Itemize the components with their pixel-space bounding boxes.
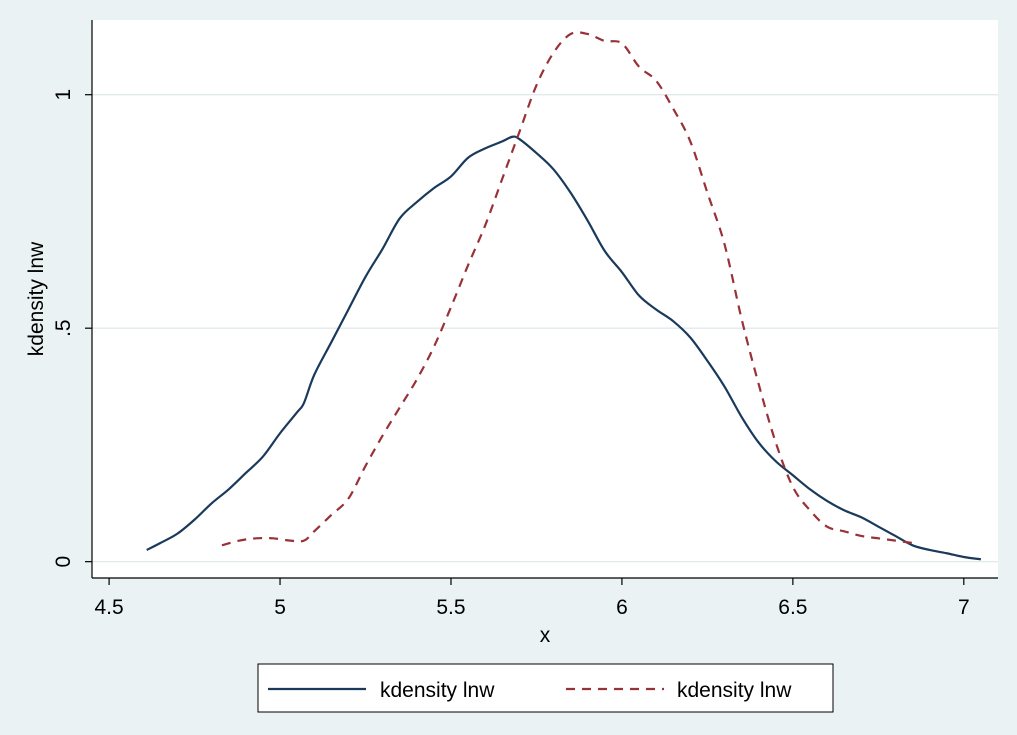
x-tick-label-4: 6.5	[778, 596, 807, 619]
grid-lines	[92, 94, 998, 563]
series-layer	[146, 31, 982, 561]
x-tick-label-5: 7	[958, 596, 970, 619]
series-line-1	[146, 135, 982, 561]
x-tick-label-0: 4.5	[94, 596, 123, 619]
y-tick-label-1: .5	[52, 319, 75, 337]
x-tick-label-3: 6	[616, 596, 628, 619]
legend-label-series1: kdensity lnw	[380, 679, 495, 702]
x-axis-title: x	[540, 624, 551, 647]
y-tick-label-0: 0	[52, 556, 75, 568]
x-tick-label-1: 5	[274, 596, 286, 619]
series-line-2	[221, 31, 913, 547]
y-ticks: 0.51	[52, 89, 92, 568]
plot-area	[92, 20, 998, 578]
legend-label-series2: kdensity lnw	[677, 679, 792, 702]
y-tick-label-2: 1	[52, 89, 75, 101]
legend: kdensity lnw kdensity lnw	[257, 663, 834, 713]
x-ticks: 4.5 5 5.5 6 6.5 7	[94, 578, 970, 619]
x-tick-label-2: 5.5	[436, 596, 465, 619]
y-axis-title: kdensity lnw	[25, 241, 48, 356]
